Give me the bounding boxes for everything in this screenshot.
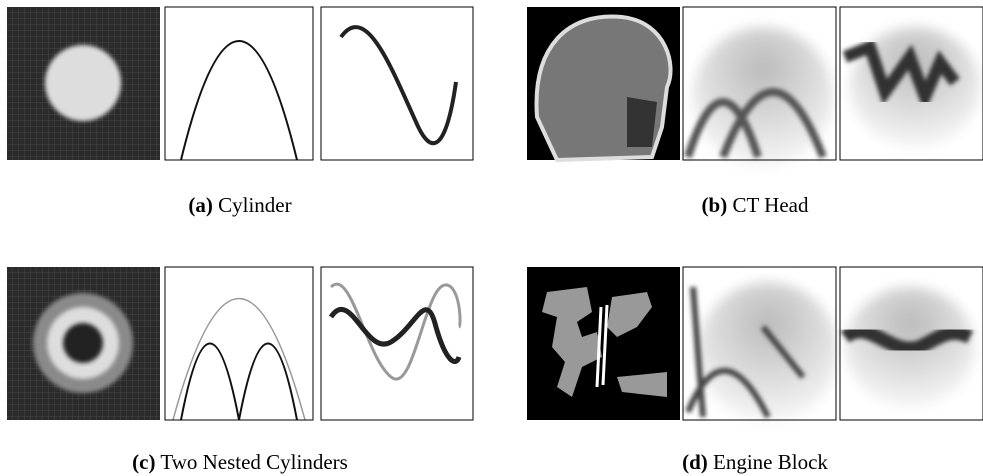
panel-c-sinogram: [165, 267, 313, 420]
image-shape: [45, 45, 121, 121]
panel-d-sinogram: [683, 267, 838, 422]
panel-d-wave: [840, 267, 983, 420]
caption-label: (b): [702, 193, 728, 217]
panel-a-sinogram: [165, 7, 313, 160]
caption-text: Two Nested Cylinders: [160, 450, 348, 474]
figure: (a) Cylinder (b) CT Head (c) Two Nested …: [0, 0, 983, 476]
panel-a-wave: [321, 7, 473, 160]
image-shape: [698, 282, 838, 422]
caption-c: (c) Two Nested Cylinders: [132, 450, 348, 474]
image-shape: [165, 267, 313, 420]
panel-c-wave: [321, 267, 473, 420]
image-shape: [63, 323, 103, 363]
caption-label: (c): [132, 450, 155, 474]
image-shape: [627, 97, 657, 147]
caption-label: (d): [682, 450, 708, 474]
image-shape: [527, 267, 680, 420]
page: (a) Cylinder (b) CT Head (c) Two Nested …: [0, 0, 983, 476]
caption-text: CT Head: [732, 193, 809, 217]
caption-label: (a): [188, 193, 213, 217]
panel-b-wave: [840, 7, 983, 160]
caption-b: (b) CT Head: [702, 193, 809, 217]
panel-a: [7, 7, 160, 160]
caption-d: (d) Engine Block: [682, 450, 828, 474]
caption-text: Cylinder: [218, 193, 292, 217]
panel-b-sinogram: [683, 7, 836, 167]
caption-text: Engine Block: [713, 450, 828, 474]
panel-b: [527, 7, 680, 160]
panel-d: [527, 267, 680, 420]
panel-c: [7, 267, 160, 420]
caption-a: (a) Cylinder: [188, 193, 291, 217]
